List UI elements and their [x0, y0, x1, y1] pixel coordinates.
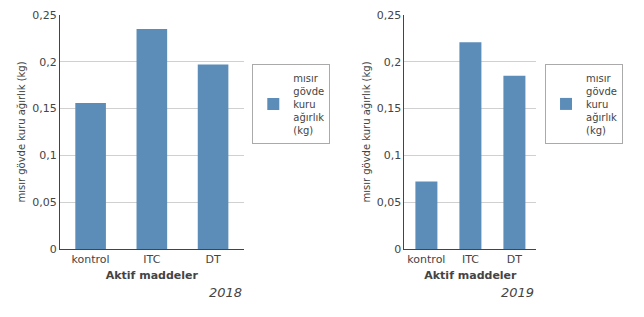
svg-text:mısırgövdekuruağırlık(kg): mısırgövdekuruağırlık(kg) [293, 73, 324, 136]
svg-text:ITC: ITC [462, 253, 479, 266]
svg-text:kontrol: kontrol [407, 253, 445, 266]
svg-text:mısırgövdekuruağırlık(kg): mısırgövdekuruağırlık(kg) [586, 73, 617, 136]
svg-text:2019: 2019 [501, 285, 534, 300]
svg-text:Aktif maddeler: Aktif maddeler [424, 269, 517, 282]
svg-text:0,25: 0,25 [32, 9, 57, 22]
svg-text:0: 0 [394, 243, 401, 256]
svg-text:0,2: 0,2 [384, 56, 402, 69]
svg-text:mısır gövde kuru ağırlık (kg): mısır gövde kuru ağırlık (kg) [361, 61, 372, 202]
svg-text:0,1: 0,1 [384, 149, 402, 162]
svg-text:0,15: 0,15 [32, 102, 57, 115]
svg-text:mısır gövde kuru ağırlık (kg): mısır gövde kuru ağırlık (kg) [16, 61, 27, 202]
svg-text:0,05: 0,05 [32, 196, 57, 209]
svg-text:0: 0 [50, 243, 57, 256]
svg-text:0,05: 0,05 [377, 196, 402, 209]
svg-text:kontrol: kontrol [72, 253, 110, 266]
svg-text:0,2: 0,2 [39, 56, 57, 69]
svg-text:Aktif maddeler: Aktif maddeler [106, 269, 199, 282]
svg-text:0,15: 0,15 [377, 102, 402, 115]
svg-text:2018: 2018 [209, 285, 242, 300]
svg-text:0,1: 0,1 [39, 149, 57, 162]
svg-text:DT: DT [205, 253, 220, 266]
svg-text:0,25: 0,25 [377, 9, 402, 22]
svg-text:ITC: ITC [143, 253, 160, 266]
svg-text:DT: DT [507, 253, 522, 266]
